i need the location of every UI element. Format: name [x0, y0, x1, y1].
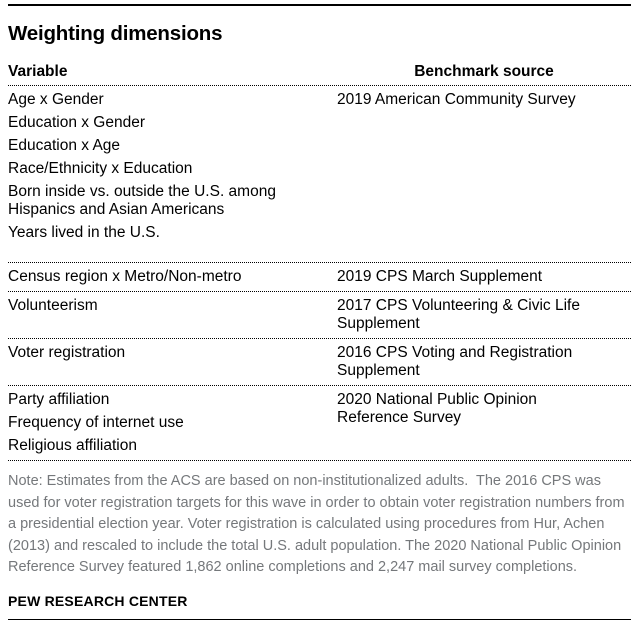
- benchmark-source-cell: 2019 CPS March Supplement: [337, 268, 543, 285]
- weighting-table: Variable Benchmark source Age x Gender E…: [8, 63, 631, 461]
- benchmark-source-cell: 2016 CPS Voting and Registration Supplem…: [337, 344, 573, 379]
- variable-cell: Voter registration: [8, 344, 337, 380]
- variable-item: Volunteerism: [8, 297, 98, 314]
- column-header-variable: Variable: [8, 63, 68, 80]
- table-row: Age x Gender Education x Gender Educatio…: [8, 86, 631, 263]
- variable-item: Race/Ethnicity x Education: [8, 160, 193, 177]
- variable-cell: Census region x Metro/Non-metro: [8, 268, 337, 286]
- pew-research-center-credit: PEW RESEARCH CENTER: [8, 592, 188, 609]
- variable-item: Education x Gender: [8, 114, 146, 131]
- variable-item: Frequency of internet use: [8, 414, 184, 431]
- variable-item: Voter registration: [8, 344, 126, 361]
- top-rule: [8, 4, 631, 6]
- benchmark-source-cell: 2017 CPS Volunteering & Civic Life Suppl…: [337, 297, 580, 332]
- variable-cell: Age x Gender Education x Gender Educatio…: [8, 91, 337, 242]
- variable-item: Born inside vs. outside the U.S. among H…: [8, 183, 276, 218]
- table-row: Voter registration 2016 CPS Voting and R…: [8, 339, 631, 386]
- figure-note: Note: Estimates from the ACS are based o…: [8, 473, 629, 575]
- variable-item: Census region x Metro/Non-metro: [8, 268, 242, 285]
- benchmark-source-cell: 2020 National Public Opinion Reference S…: [337, 391, 537, 426]
- bottom-rule: [8, 618, 631, 620]
- variable-item: Education x Age: [8, 137, 121, 154]
- table-row: Party affiliation Frequency of internet …: [8, 386, 631, 461]
- benchmark-source-cell: 2019 American Community Survey: [337, 91, 576, 108]
- table-header-row: Variable Benchmark source: [8, 63, 631, 86]
- variable-cell: Volunteerism: [8, 297, 337, 333]
- table-row: Census region x Metro/Non-metro 2019 CPS…: [8, 263, 631, 292]
- variable-item: Religious affiliation: [8, 437, 137, 454]
- figure-title: Weighting dimensions: [8, 22, 223, 45]
- variable-item: Years lived in the U.S.: [8, 224, 160, 241]
- variable-item: Age x Gender: [8, 91, 104, 108]
- variable-cell: Party affiliation Frequency of internet …: [8, 391, 337, 455]
- table-row: Volunteerism 2017 CPS Volunteering & Civ…: [8, 292, 631, 339]
- column-header-benchmark-source: Benchmark source: [414, 63, 554, 80]
- variable-item: Party affiliation: [8, 391, 110, 408]
